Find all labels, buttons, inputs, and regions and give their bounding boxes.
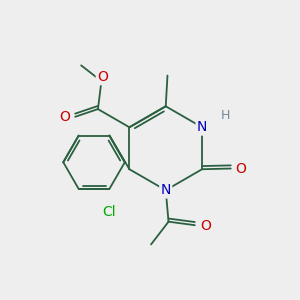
- Text: Cl: Cl: [103, 205, 116, 219]
- Text: O: O: [59, 110, 70, 124]
- Text: N: N: [197, 120, 207, 134]
- Text: H: H: [220, 109, 230, 122]
- Text: O: O: [235, 161, 246, 176]
- Text: N: N: [160, 183, 171, 197]
- Text: O: O: [97, 70, 108, 84]
- Text: O: O: [200, 219, 211, 233]
